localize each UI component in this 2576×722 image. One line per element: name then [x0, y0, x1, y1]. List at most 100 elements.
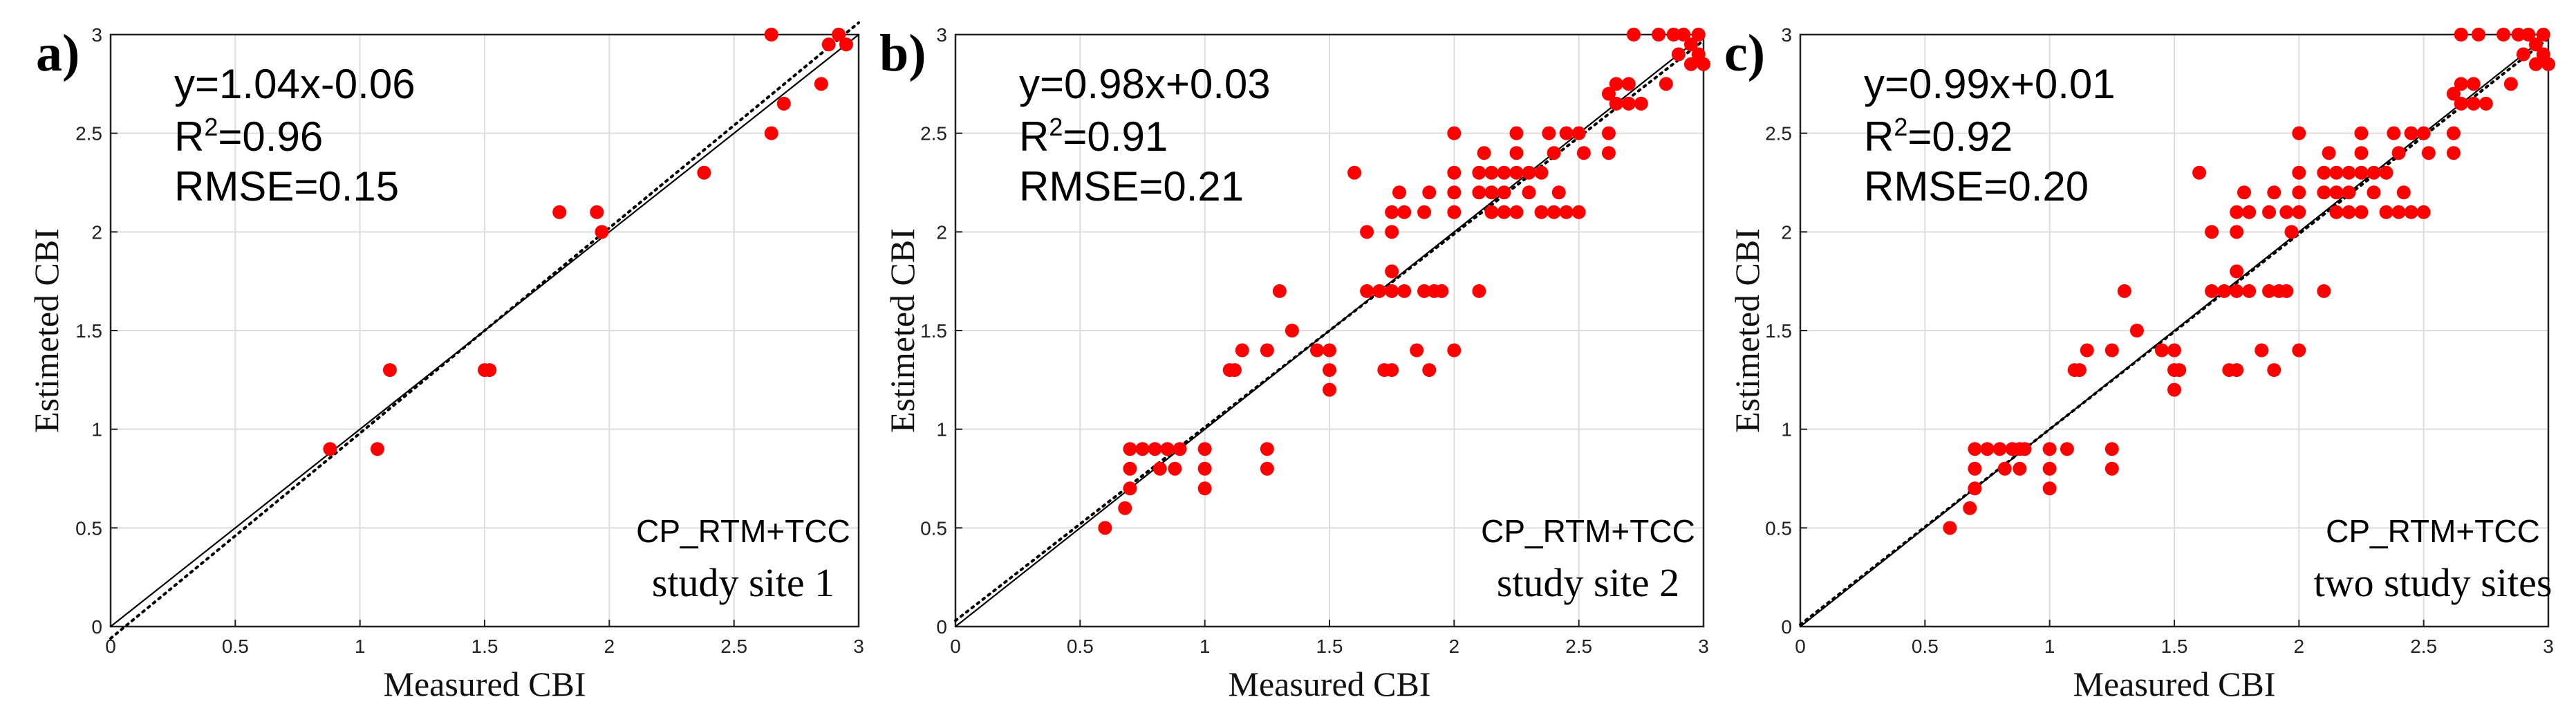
y-tick-label: 1 — [91, 419, 102, 441]
data-point — [1392, 185, 1406, 200]
panel-label: c) — [1724, 24, 1765, 82]
data-point — [2479, 96, 2493, 111]
regression-equation: y=0.99x+0.01 — [1864, 61, 2116, 107]
data-point — [2354, 165, 2369, 180]
data-point — [2472, 28, 2486, 41]
data-point — [1260, 343, 1274, 358]
rmse: RMSE=0.20 — [1864, 163, 2089, 210]
data-point — [1576, 146, 1591, 160]
y-tick-label: 3 — [91, 24, 102, 46]
data-point — [1571, 205, 1586, 219]
data-point — [2072, 363, 2087, 378]
data-point — [1417, 284, 1432, 298]
data-point — [1235, 343, 1249, 358]
data-point — [1323, 382, 1336, 397]
panel-label: a) — [36, 24, 80, 82]
data-point — [1118, 501, 1132, 515]
r-squared-symbol: R — [174, 113, 204, 160]
data-point — [323, 442, 337, 456]
x-tick-label: 1.5 — [2161, 636, 2188, 657]
data-point — [2354, 146, 2369, 160]
x-tick-label: 1 — [355, 636, 366, 657]
r-squared: R2=0.91 — [1019, 113, 1168, 160]
y-tick-label: 3 — [936, 24, 947, 46]
data-point — [2446, 126, 2461, 140]
data-point — [2416, 205, 2431, 219]
data-point — [1173, 442, 1187, 456]
data-point — [2205, 284, 2219, 298]
data-point — [2342, 185, 2356, 200]
data-point — [839, 37, 853, 52]
data-point — [1422, 185, 1437, 200]
data-point — [1360, 284, 1374, 298]
data-point — [2503, 77, 2518, 91]
data-point — [1683, 37, 1698, 52]
x-tick-label: 2 — [2294, 636, 2305, 657]
data-point — [1509, 146, 1524, 160]
y-tick-label: 1.5 — [920, 320, 947, 342]
data-point — [1677, 28, 1691, 41]
data-point — [2267, 363, 2281, 378]
y-tick-label: 3 — [1781, 24, 1792, 46]
x-tick-label: 2.5 — [1565, 636, 1592, 657]
r-squared-value: =0.91 — [1063, 113, 1168, 160]
data-point — [2129, 324, 2144, 337]
data-point — [2354, 126, 2369, 140]
data-point — [2192, 165, 2207, 180]
data-point — [832, 28, 846, 41]
data-point — [1152, 461, 1167, 476]
data-point — [1323, 343, 1336, 358]
data-point — [2496, 28, 2511, 41]
x-axis-label: Measured CBI — [384, 665, 586, 703]
data-point — [1697, 57, 1710, 71]
data-point — [1627, 28, 1641, 41]
data-point — [2528, 37, 2543, 52]
data-point — [2262, 205, 2277, 219]
data-point — [1509, 165, 1524, 180]
fit-line — [1799, 37, 2550, 627]
y-tick-label: 0.5 — [1765, 517, 1792, 539]
data-point — [1497, 185, 1511, 200]
data-point — [1968, 461, 1982, 476]
x-tick-label: 0 — [105, 636, 116, 657]
data-point — [2242, 284, 2257, 298]
data-point — [2292, 165, 2306, 180]
data-point — [1385, 205, 1399, 219]
y-tick-label: 2.5 — [1765, 123, 1792, 145]
data-point — [1135, 442, 1150, 456]
data-point — [2060, 442, 2074, 456]
data-point — [2279, 205, 2294, 219]
data-point — [2104, 461, 2119, 476]
data-point — [2205, 225, 2219, 239]
r-squared-value: =0.96 — [218, 113, 323, 160]
data-point — [1509, 126, 1524, 140]
data-point — [1410, 343, 1424, 358]
r-squared-symbol: R — [1864, 113, 1894, 160]
data-point — [2416, 126, 2431, 140]
data-point — [2466, 77, 2481, 91]
data-point — [1323, 363, 1336, 378]
x-tick-label: 2 — [1449, 636, 1460, 657]
data-point — [2421, 146, 2436, 160]
data-point — [814, 77, 828, 91]
data-point — [1522, 165, 1536, 180]
site-label: study site 2 — [1497, 560, 1679, 605]
y-tick-label: 2 — [91, 221, 102, 243]
y-tick-label: 2 — [1781, 221, 1792, 243]
y-axis-label: Estimeted CBI — [1728, 228, 1766, 433]
data-point — [1621, 77, 1636, 91]
y-axis-label: Estimeted CBI — [27, 228, 66, 433]
panel-c: 0 0.5 1 1.5 2 2.5 3 0 0.5 1 1.5 2 2.5 3 Measured CBI Es… — [1724, 24, 2555, 703]
r-squared-superscript: 2 — [1049, 113, 1063, 141]
data-point — [2217, 284, 2232, 298]
data-point — [1385, 225, 1399, 239]
data-point — [2391, 146, 2406, 160]
data-point — [1497, 165, 1511, 180]
data-point — [764, 126, 778, 140]
data-point — [2172, 363, 2187, 378]
data-point — [2528, 57, 2543, 71]
data-point — [1197, 481, 1212, 496]
r-squared: R2=0.92 — [1864, 113, 2013, 160]
data-point — [2042, 481, 2057, 496]
data-point — [1559, 126, 1574, 140]
